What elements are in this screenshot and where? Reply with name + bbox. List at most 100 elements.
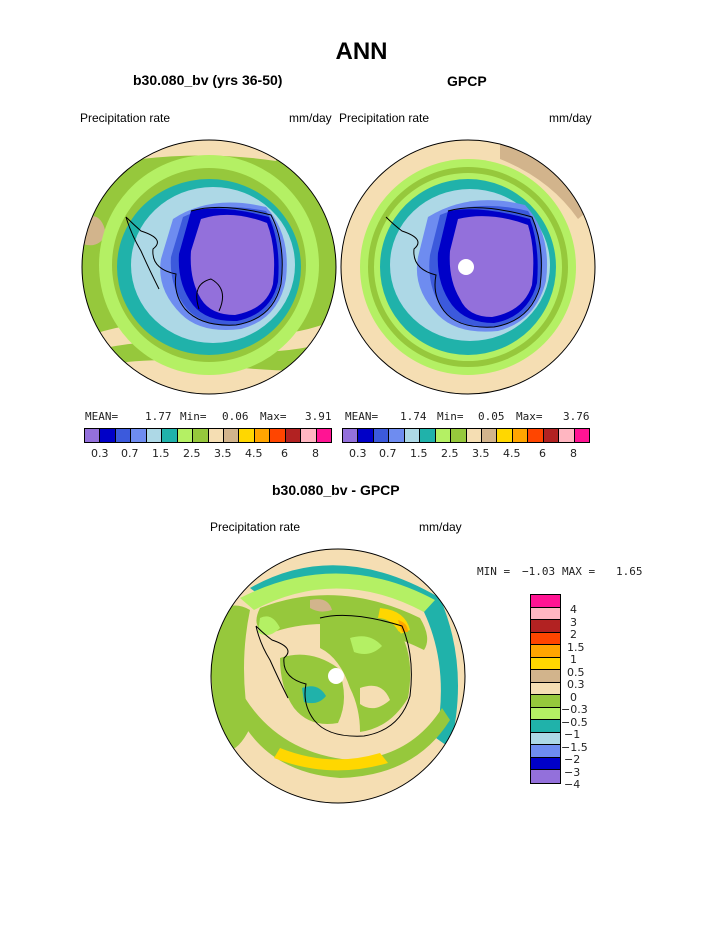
panel2-variable-label: Precipitation rate	[339, 111, 430, 125]
map3-pole-mask	[328, 668, 344, 684]
panel3-colorbar-swatch	[531, 770, 560, 783]
panel1-tick: 6	[281, 447, 288, 460]
panel3-units-label: mm/day	[419, 520, 462, 534]
panel1-max-label: Max=	[260, 410, 287, 423]
panel2-min-label: Min=	[437, 410, 464, 423]
panel1-colorbar-swatch	[254, 429, 271, 442]
panel3-tick: 0	[570, 691, 577, 704]
panel1-min-value: 0.06	[222, 410, 249, 423]
panel1-tick: 8	[312, 447, 319, 460]
panel3-min-value: −1.03	[522, 565, 556, 578]
panel3-tick: −2	[564, 753, 581, 766]
panel3-colorbar-swatch	[531, 720, 560, 733]
panel3-tick: −0.5	[561, 716, 588, 729]
panel2-tick: 6	[539, 447, 546, 460]
map3-coastline	[255, 614, 412, 737]
panel1-mean-value: 1.77	[145, 410, 172, 423]
panel2-tick: 2.5	[441, 447, 459, 460]
panel3-tick: −3	[564, 766, 581, 779]
panel3-colorbar-swatch	[531, 745, 560, 758]
panel2-max-value: 3.76	[563, 410, 590, 423]
panel3-colorbar-swatch	[531, 757, 560, 770]
panel3-tick: 4	[570, 603, 577, 616]
panel2-colorbar	[342, 428, 590, 443]
panel3-tick: 1.5	[567, 641, 585, 654]
panel3-tick: −1.5	[561, 741, 588, 754]
panel2-mean-label: MEAN=	[345, 410, 379, 423]
panel1-colorbar-swatch	[115, 429, 132, 442]
panel1-polar-map	[81, 139, 337, 395]
map2-purple-plateau	[449, 216, 534, 317]
map2-pole-mask	[458, 259, 474, 275]
panel3-tick: 2	[570, 628, 577, 641]
panel1-colorbar-swatch	[316, 429, 331, 442]
panel2-colorbar-swatch	[435, 429, 452, 442]
panel2-colorbar-swatch	[358, 429, 374, 442]
panel2-tick: 4.5	[503, 447, 521, 460]
panel2-colorbar-swatch	[512, 429, 529, 442]
panel1-colorbar-swatch	[301, 429, 317, 442]
panel3-colorbar-swatch	[531, 620, 560, 633]
panel1-colorbar	[84, 428, 332, 443]
map2-coastline	[385, 207, 542, 328]
panel1-colorbar-swatch	[100, 429, 116, 442]
panel1-colorbar-swatch	[131, 429, 147, 442]
map3-tan-patch	[310, 599, 332, 612]
panel2-colorbar-swatch	[466, 429, 482, 442]
panel2-mean-value: 1.74	[400, 410, 427, 423]
map3-teal-outer-arc	[250, 565, 458, 748]
panel3-colorbar	[530, 594, 561, 784]
panel2-colorbar-swatch	[404, 429, 421, 442]
panel3-colorbar-swatch	[531, 732, 560, 745]
panel3-colorbar-swatch	[531, 607, 560, 620]
panel1-mean-label: MEAN=	[85, 410, 119, 423]
figure-title: ANN	[335, 38, 388, 65]
panel1-colorbar-swatch	[162, 429, 178, 442]
panel3-colorbar-swatch	[531, 695, 560, 708]
panel2-colorbar-swatch	[420, 429, 436, 442]
panel1-tick: 3.5	[214, 447, 232, 460]
panel2-colorbar-swatch	[528, 429, 544, 442]
panel1-title: b30.080_bv (yrs 36-50)	[133, 72, 283, 88]
map3-yellow-south-band	[274, 748, 388, 771]
panel1-variable-label: Precipitation rate	[80, 111, 171, 125]
panel3-tick: 0.3	[567, 678, 585, 691]
panel1-colorbar-swatch	[193, 429, 209, 442]
panel3-max-value: 1.65	[616, 565, 643, 578]
panel3-title: b30.080_bv - GPCP	[272, 482, 400, 498]
map1-peninsula-coast	[125, 216, 160, 290]
panel2-colorbar-swatch	[389, 429, 405, 442]
panel3-tick: 0.5	[567, 666, 585, 679]
map3-lightgreen-continent	[350, 636, 382, 654]
panel1-tick: 4.5	[245, 447, 263, 460]
map3-teal-patch	[302, 686, 326, 704]
panel2-min-value: 0.05	[478, 410, 505, 423]
panel1-colorbar-swatch	[177, 429, 194, 442]
panel1-colorbar-swatch	[223, 429, 240, 442]
panel3-colorbar-swatch	[531, 632, 560, 645]
panel3-colorbar-swatch	[531, 682, 560, 695]
panel1-colorbar-swatch	[239, 429, 255, 442]
panel2-units-label: mm/day	[549, 111, 592, 125]
panel3-max-label: MAX =	[562, 565, 596, 578]
panel1-colorbar-swatch	[285, 429, 302, 442]
panel3-colorbar-swatch	[531, 645, 560, 658]
map1-purple-plateau	[190, 214, 275, 315]
panel2-tick: 1.5	[410, 447, 428, 460]
panel3-colorbar-swatch	[531, 657, 560, 670]
panel1-tick: 2.5	[183, 447, 201, 460]
panel2-colorbar-swatch	[343, 429, 359, 442]
map3-green-outer-west	[211, 605, 250, 751]
panel3-tick: −0.3	[561, 703, 588, 716]
panel1-units-label: mm/day	[289, 111, 332, 125]
panel2-tick: 0.7	[379, 447, 397, 460]
panel2-colorbar-swatch	[481, 429, 498, 442]
panel1-min-label: Min=	[180, 410, 207, 423]
map3-green-continent-east	[320, 615, 411, 732]
panel2-colorbar-swatch	[497, 429, 513, 442]
panel3-tick: 3	[570, 616, 577, 629]
panel2-tick: 8	[570, 447, 577, 460]
panel1-colorbar-swatch	[85, 429, 101, 442]
map3-wheat-continent-patch	[360, 685, 390, 709]
panel2-tick: 0.3	[349, 447, 367, 460]
